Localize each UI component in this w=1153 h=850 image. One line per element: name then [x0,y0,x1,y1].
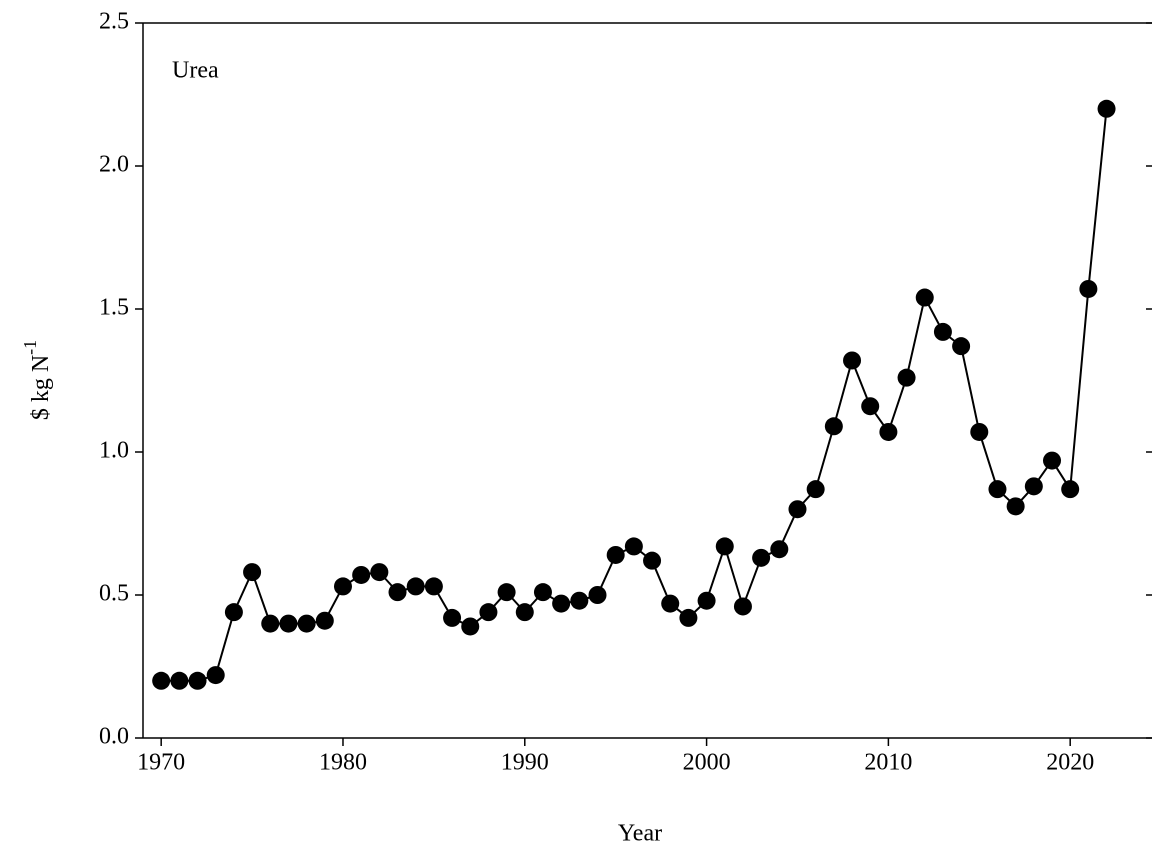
marker [388,583,407,602]
x-tick-label: 2020 [1046,750,1094,776]
y-axis-label-main: $ kg N [28,355,54,420]
marker [461,617,480,636]
marker [770,540,789,559]
marker [206,666,225,685]
marker [188,671,207,690]
marker [588,586,607,604]
marker [515,603,534,622]
marker [606,545,625,564]
marker [370,563,389,582]
marker [624,537,643,556]
marker [824,417,843,436]
marker [843,351,862,370]
marker [406,577,425,596]
x-axis-label: Year [618,821,662,847]
y-axis-label-superscript: -1 [20,340,40,355]
marker [1097,99,1116,118]
marker [424,577,443,596]
marker [643,551,662,570]
marker [333,577,352,596]
marker [988,480,1007,499]
marker [1043,451,1062,470]
marker [224,603,243,622]
marker [733,597,752,616]
y-tick-label: 0.0 [99,724,129,750]
marker [443,608,462,627]
x-tick-label: 2010 [864,750,912,776]
marker [552,594,571,613]
annotation: Urea [172,58,219,84]
marker [279,614,298,633]
marker [788,500,807,519]
y-tick-label: 2.0 [99,152,129,178]
y-tick-label: 0.5 [99,581,129,607]
line [161,108,1108,682]
marker [697,591,716,610]
marker [715,537,734,556]
marker [952,337,971,356]
marker [970,422,989,441]
marker [879,422,898,441]
marker [261,614,280,633]
marker [152,671,171,690]
marker [679,608,698,627]
marker [1006,497,1025,516]
marker [243,563,262,582]
marker [861,397,880,416]
y-axis-label: $ kg N-1 [20,340,53,420]
marker [533,583,552,602]
marker [170,671,189,690]
marker [915,288,934,307]
x-tick-label: 1990 [501,750,549,776]
x-tick-label: 2000 [683,750,731,776]
marker [933,322,952,341]
y-tick-label: 2.5 [99,9,129,35]
marker [661,594,680,613]
x-tick-label: 1970 [137,750,185,776]
marker [479,603,498,622]
marker [570,591,589,610]
marker [297,614,316,633]
marker [315,611,334,630]
marker [1024,477,1043,496]
marker [497,583,516,602]
marker [352,565,371,584]
y-tick-label: 1.5 [99,295,129,321]
y-tick-label: 1.0 [99,438,129,464]
x-tick-label: 1980 [319,750,367,776]
marker [1079,279,1098,298]
marker [1061,480,1080,499]
marker [897,368,916,387]
marker [806,480,825,499]
marker [752,548,771,567]
